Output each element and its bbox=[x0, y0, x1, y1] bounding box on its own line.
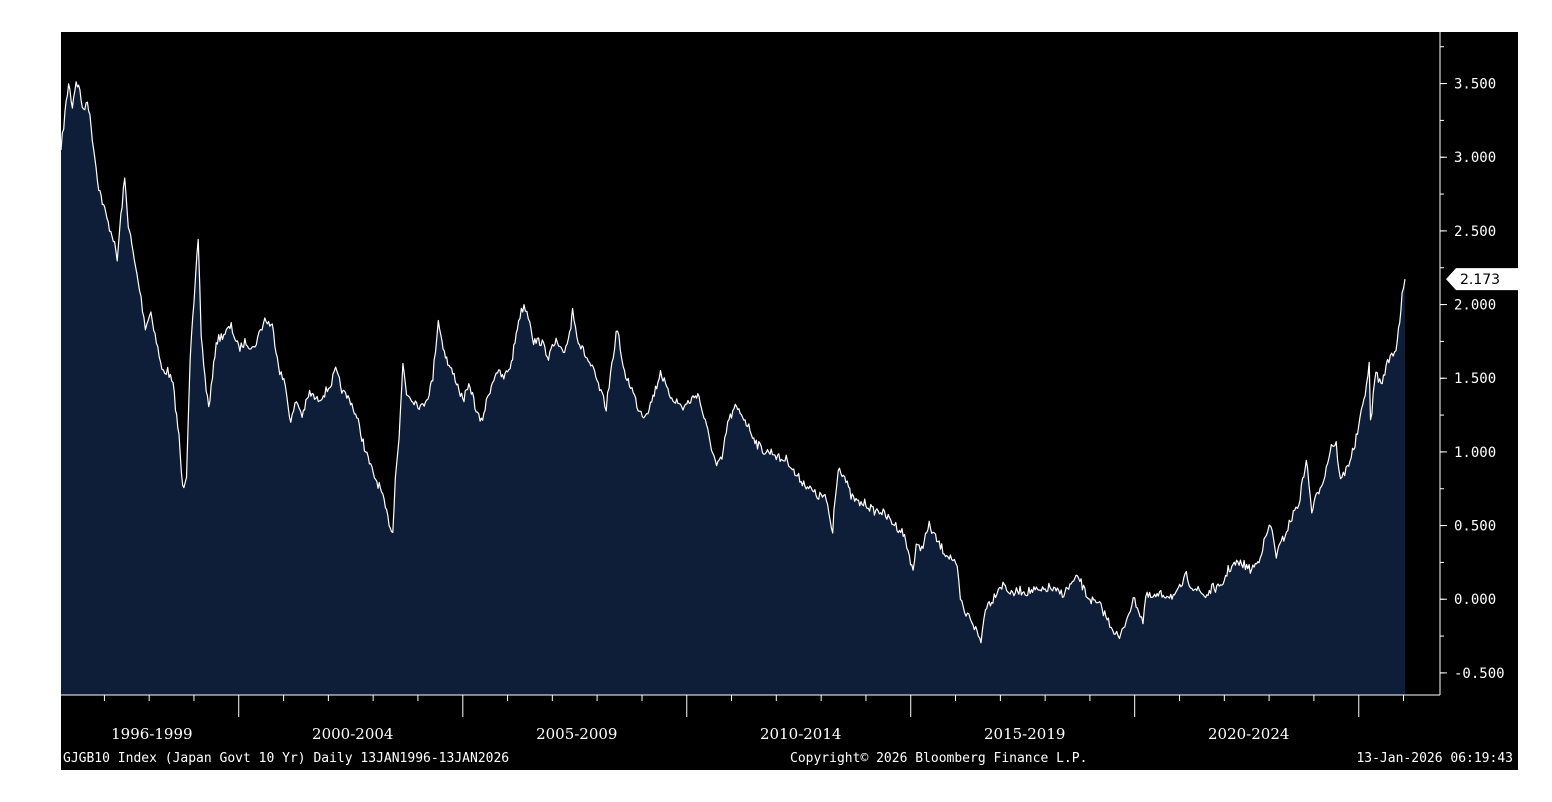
last-value-marker bbox=[1446, 268, 1518, 291]
x-period-label: 2010-2014 bbox=[760, 725, 841, 743]
x-period-label: 2005-2009 bbox=[536, 725, 617, 743]
series-layer bbox=[60, 81, 1406, 696]
x-period-label: 2000-2004 bbox=[312, 725, 393, 743]
y-tick-label: 1.500 bbox=[1454, 371, 1496, 387]
footer-right-text: 13-Jan-2026 06:19:43 bbox=[1356, 751, 1513, 766]
y-tick-label: -0.500 bbox=[1454, 666, 1505, 682]
axis-layer: 3.500 3.000 2.500 2.000 1.500 1.000 0.500 0.000… bbox=[61, 32, 1518, 743]
y-tick-label: 3.500 bbox=[1454, 77, 1496, 93]
series-area bbox=[61, 81, 1405, 696]
bottom-axis-panel bbox=[61, 695, 1518, 770]
x-period-label: 1996-1999 bbox=[111, 725, 192, 743]
footer-left-text: GJGB10 Index (Japan Govt 10 Yr) Daily 13… bbox=[63, 751, 509, 766]
x-period-label: 2020-2024 bbox=[1208, 725, 1289, 743]
footer: GJGB10 Index (Japan Govt 10 Yr) Daily 13… bbox=[63, 751, 1513, 766]
series-line bbox=[60, 81, 1406, 644]
footer-center-text: Copyright© 2026 Bloomberg Finance L.P. bbox=[790, 751, 1087, 766]
y-tick-label: 2.500 bbox=[1454, 224, 1496, 240]
y-tick-label: 3.000 bbox=[1454, 150, 1496, 166]
x-period-label: 2015-2019 bbox=[984, 725, 1065, 743]
y-tick-label: 2.000 bbox=[1454, 298, 1496, 314]
right-axis-panel bbox=[1440, 32, 1518, 695]
last-value-label: 2.173 bbox=[1460, 272, 1500, 288]
y-tick-label: 1.000 bbox=[1454, 445, 1496, 461]
y-tick-label: 0.500 bbox=[1454, 519, 1496, 535]
y-tick-label: 0.000 bbox=[1454, 592, 1496, 608]
